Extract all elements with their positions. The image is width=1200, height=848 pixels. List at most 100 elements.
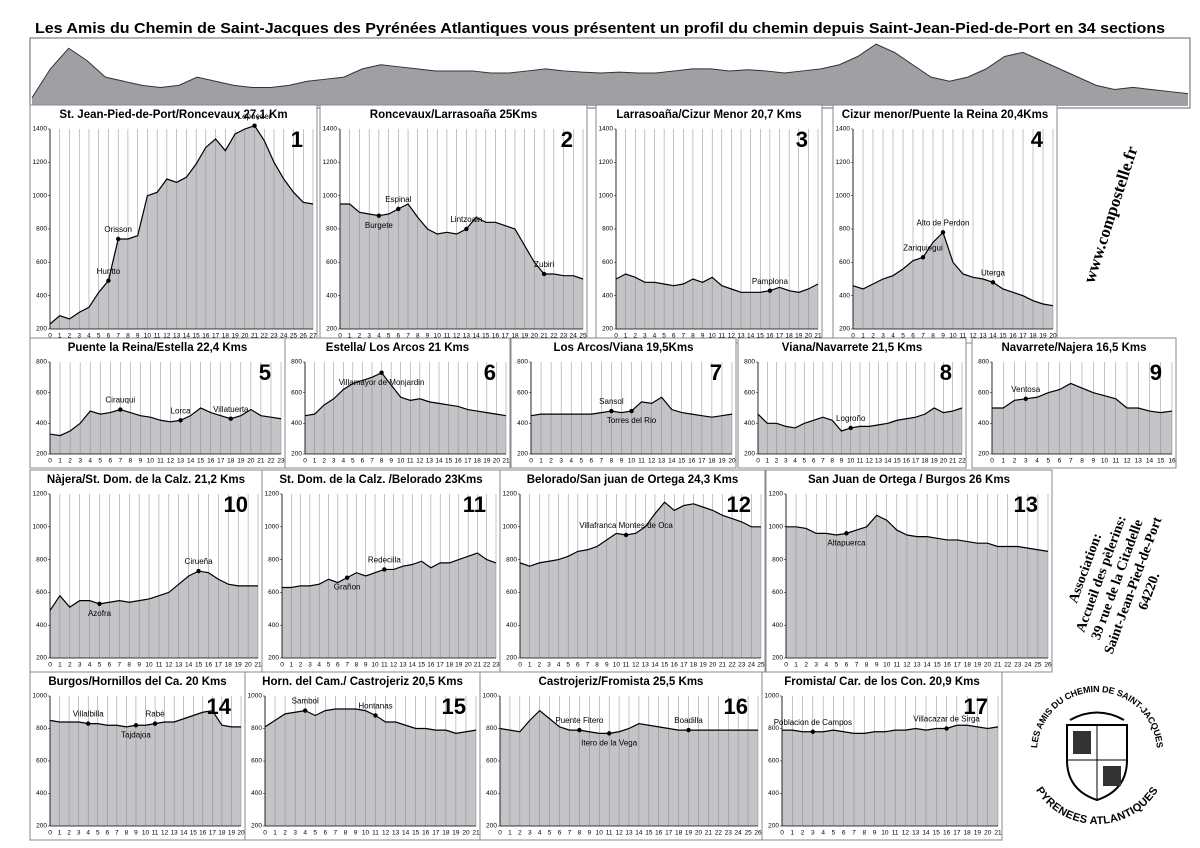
x-tick-label: 9 bbox=[587, 830, 591, 837]
x-tick-label: 12 bbox=[161, 830, 169, 837]
x-tick-label: 23 bbox=[270, 333, 278, 340]
place-label: Zariquiegui bbox=[903, 243, 943, 252]
x-tick-label: 2 bbox=[537, 662, 541, 669]
profile-fill bbox=[50, 125, 313, 330]
place-label: Lepoeder bbox=[238, 112, 272, 121]
x-tick-label: 8 bbox=[344, 830, 348, 837]
x-tick-label: 11 bbox=[623, 662, 630, 669]
x-tick-label: 13 bbox=[173, 333, 181, 340]
x-tick-label: 6 bbox=[108, 662, 112, 669]
x-tick-label: 12 bbox=[903, 662, 911, 669]
overview-fill bbox=[32, 44, 1188, 106]
y-tick-label: 1400 bbox=[836, 126, 851, 133]
x-tick-label: 8 bbox=[865, 662, 869, 669]
x-tick-label: 13 bbox=[737, 333, 745, 340]
x-tick-label: 10 bbox=[142, 830, 150, 837]
association-block: Association: Accueil des pèlerins: 39 ru… bbox=[1066, 514, 1165, 656]
x-tick-label: 2 bbox=[68, 458, 72, 465]
x-tick-label: 11 bbox=[154, 333, 161, 340]
x-tick-label: 3 bbox=[881, 333, 885, 340]
x-tick-label: 21 bbox=[257, 458, 265, 465]
x-tick-label: 14 bbox=[923, 662, 931, 669]
y-tick-label: 800 bbox=[36, 725, 47, 732]
x-tick-label: 7 bbox=[921, 333, 925, 340]
profile-fill bbox=[305, 372, 506, 454]
x-tick-label: 1 bbox=[790, 830, 794, 837]
x-tick-label: 18 bbox=[708, 458, 716, 465]
x-tick-label: 12 bbox=[167, 458, 175, 465]
x-tick-label: 18 bbox=[442, 830, 450, 837]
y-tick-label: 1000 bbox=[836, 192, 851, 199]
y-tick-label: 200 bbox=[291, 451, 302, 458]
place-label: Villatuerta bbox=[213, 405, 249, 414]
x-tick-label: 9 bbox=[137, 662, 141, 669]
profile-line bbox=[782, 724, 999, 734]
y-tick-label: 200 bbox=[768, 823, 779, 830]
x-tick-label: 4 bbox=[377, 333, 381, 340]
x-tick-label: 20 bbox=[805, 333, 813, 340]
x-tick-label: 4 bbox=[86, 830, 90, 837]
y-tick-label: 1200 bbox=[836, 159, 851, 166]
section-number: 12 bbox=[727, 492, 751, 517]
y-tick-label: 1000 bbox=[483, 693, 498, 700]
x-tick-label: 23 bbox=[560, 333, 568, 340]
x-tick-label: 21 bbox=[994, 830, 1002, 837]
profile-line bbox=[49, 407, 282, 437]
x-tick-label: 5 bbox=[548, 830, 552, 837]
profile-line bbox=[304, 371, 507, 417]
y-tick-label: 800 bbox=[517, 359, 528, 366]
profile-line bbox=[499, 709, 758, 734]
y-tick-label: 400 bbox=[486, 790, 497, 797]
x-tick-label: 20 bbox=[709, 662, 717, 669]
x-tick-label: 16 bbox=[422, 830, 430, 837]
x-tick-label: 9 bbox=[389, 458, 393, 465]
x-tick-label: 2 bbox=[283, 830, 287, 837]
y-tick-label: 400 bbox=[602, 292, 613, 299]
profile-line bbox=[264, 708, 477, 734]
x-tick-label: 0 bbox=[529, 458, 533, 465]
x-tick-label: 18 bbox=[222, 333, 230, 340]
x-tick-label: 23 bbox=[1014, 662, 1022, 669]
x-tick-label: 26 bbox=[754, 830, 762, 837]
panel-title: Castrojeriz/Fromista 25,5 Kms bbox=[539, 676, 704, 688]
x-tick-label: 17 bbox=[437, 662, 445, 669]
x-tick-label: 19 bbox=[795, 333, 803, 340]
x-tick-label: 19 bbox=[521, 333, 529, 340]
x-tick-label: 10 bbox=[371, 662, 379, 669]
x-tick-label: 0 bbox=[851, 333, 855, 340]
x-tick-label: 12 bbox=[382, 830, 390, 837]
place-dot bbox=[133, 723, 139, 728]
x-tick-label: 0 bbox=[784, 662, 788, 669]
x-tick-label: 17 bbox=[665, 830, 673, 837]
x-tick-label: 12 bbox=[969, 333, 977, 340]
y-tick-label: 200 bbox=[36, 823, 47, 830]
place-dot bbox=[152, 721, 158, 726]
x-tick-label: 7 bbox=[118, 662, 122, 669]
x-tick-label: 10 bbox=[628, 458, 636, 465]
place-label: Villamayor de Monjardin bbox=[339, 378, 425, 387]
profile-line bbox=[852, 231, 1054, 307]
y-tick-label: 600 bbox=[839, 259, 850, 266]
place-label: Poblacion de Campos bbox=[774, 718, 852, 727]
place-dot bbox=[464, 226, 469, 232]
x-tick-label: 11 bbox=[718, 333, 725, 340]
place-label: Redecilla bbox=[368, 556, 401, 565]
panel-title: Belorado/San juan de Ortega 24,3 Kms bbox=[527, 474, 739, 486]
y-tick-label: 800 bbox=[36, 556, 47, 563]
place-dot bbox=[767, 288, 773, 293]
y-tick-label: 600 bbox=[602, 259, 613, 266]
x-tick-label: 22 bbox=[958, 458, 966, 465]
x-tick-label: 0 bbox=[338, 333, 342, 340]
panel-title: Burgos/Hornillos del Ca. 20 Kms bbox=[48, 676, 226, 688]
x-tick-label: 13 bbox=[875, 458, 883, 465]
x-tick-label: 15 bbox=[445, 458, 453, 465]
x-tick-label: 8 bbox=[595, 662, 599, 669]
x-tick-label: 12 bbox=[390, 662, 398, 669]
x-tick-label: 20 bbox=[984, 830, 992, 837]
x-tick-label: 13 bbox=[658, 458, 666, 465]
place-label: Huntto bbox=[97, 267, 121, 276]
x-tick-label: 0 bbox=[48, 662, 52, 669]
x-tick-label: 9 bbox=[875, 662, 879, 669]
place-label: Azofra bbox=[88, 609, 112, 618]
profile-fill bbox=[616, 274, 818, 329]
